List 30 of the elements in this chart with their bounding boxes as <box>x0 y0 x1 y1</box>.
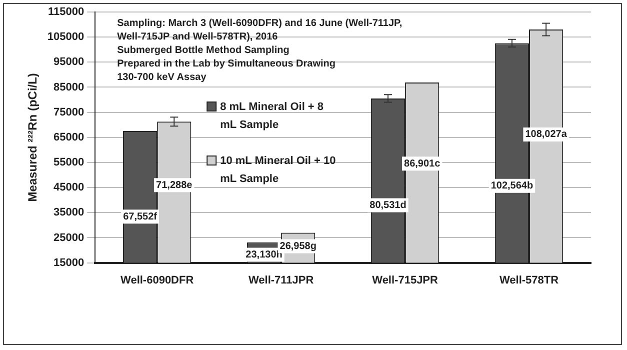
legend-label: 8 mL Mineral Oil + 8 mL Sample <box>220 101 324 132</box>
y-tick-label: 85000 <box>54 81 84 94</box>
data-label: 23,130h <box>246 250 282 261</box>
data-label: 71,288e <box>156 180 193 191</box>
y-tick-label: 35000 <box>54 206 84 219</box>
annotation: Submerged Bottle Method Sampling <box>117 44 290 56</box>
y-tick-label: 75000 <box>54 106 84 118</box>
y-tick-label: 115000 <box>48 6 84 18</box>
y-tick-label: 65000 <box>54 131 84 144</box>
data-label: 26,958g <box>280 241 316 252</box>
annotation: 130-700 keV Assay <box>117 72 207 83</box>
legend-label: 10 mL Mineral Oil + 10 mL Sample <box>220 155 336 186</box>
y-axis-title: Measured ²²²Rn (pCi/L) <box>26 73 40 202</box>
y-tick-label: 95000 <box>54 56 84 68</box>
data-label: 108,027a <box>525 129 568 140</box>
annotation: Prepared in the Lab by Simultaneous Drawing <box>117 58 336 70</box>
x-tick-label: Well-711JPR <box>248 274 314 286</box>
data-label: 67,552f <box>123 211 158 222</box>
y-tick-label: 105000 <box>47 31 84 44</box>
y-tick-label: 15000 <box>54 256 84 269</box>
y-tick-label: 25000 <box>54 232 84 244</box>
data-label: 80,531d <box>370 200 406 212</box>
y-tick-label: 55000 <box>54 156 84 169</box>
x-tick-label: Well-715JPR <box>372 274 438 286</box>
x-tick-label: Well-578TR <box>499 274 559 286</box>
y-tick-label: 45000 <box>54 182 84 194</box>
data-label: 102,564b <box>490 180 534 192</box>
data-label: 86,901c <box>404 158 441 170</box>
x-tick-label: Well-6090DFR <box>120 274 194 286</box>
annotation: Sampling: March 3 (Well-6090DFR) and 16 June (Well-711JP, Well-715JP and Well-578TR), 2016 <box>117 18 402 42</box>
